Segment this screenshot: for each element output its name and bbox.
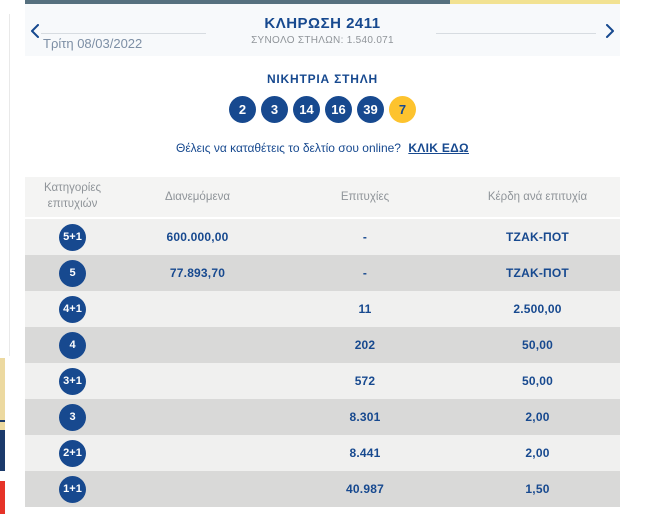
winning-numbers: 2 3 14 16 39 7 — [25, 96, 620, 123]
left-panel-divider — [9, 14, 10, 356]
winning-number-ball: 3 — [261, 96, 288, 123]
total-columns-label: ΣΥΝΟΛΟ ΣΤΗΛΩΝ: 1.540.071 — [251, 35, 394, 46]
table-row: 5+1 600.000,00 - ΤΖΑΚ-ΠΟΤ — [25, 219, 620, 255]
table-row: 2+1 8.441 2,00 — [25, 435, 620, 471]
chevron-left-icon — [31, 24, 39, 38]
left-banner-sliver-bottom — [0, 481, 5, 514]
online-cta: Θέλεις να καταθέτεις το δελτίο σου onlin… — [25, 141, 620, 155]
category-badge: 5 — [59, 259, 86, 287]
winning-number-ball: 39 — [357, 96, 384, 123]
successes-value: 11 — [358, 302, 372, 316]
successes-value: - — [362, 230, 368, 244]
table-row: 5 77.893,70 - ΤΖΑΚ-ΠΟΤ — [25, 255, 620, 291]
winnings-value: 50,00 — [521, 374, 554, 388]
winning-number-ball: 14 — [293, 96, 320, 123]
draw-date: Τρίτη 08/03/2022 — [43, 36, 143, 51]
winnings-value: 2.500,00 — [513, 302, 562, 316]
category-badge: 4 — [59, 331, 86, 359]
winnings-value: 1,50 — [525, 482, 550, 496]
joker-number-ball: 7 — [389, 96, 416, 123]
draw-results-panel: Τρίτη 08/03/2022 ΚΛΗΡΩΣΗ 2411 ΣΥΝΟΛΟ ΣΤΗ… — [25, 0, 620, 507]
draw-navigation-header: Τρίτη 08/03/2022 ΚΛΗΡΩΣΗ 2411 ΣΥΝΟΛΟ ΣΤΗ… — [25, 4, 620, 56]
header-distributed: Διανεμόμενα — [165, 191, 230, 203]
previous-draw-button[interactable] — [27, 23, 43, 39]
table-row: 4+1 11 2.500,00 — [25, 291, 620, 327]
table-row: 1+1 40.987 1,50 — [25, 471, 620, 507]
header-category: Κατηγορίες επιτυχιών — [43, 182, 102, 210]
category-badge: 5+1 — [59, 223, 86, 251]
winnings-value: ΤΖΑΚ-ΠΟΤ — [506, 230, 569, 244]
table-row: 3+1 572 50,00 — [25, 363, 620, 399]
successes-value: - — [362, 266, 368, 280]
category-badge: 3 — [59, 403, 86, 431]
table-row: 4 202 50,00 — [25, 327, 620, 363]
prev-date-divider — [41, 33, 206, 34]
top-accent-blue — [25, 0, 450, 4]
winnings-value: 2,00 — [525, 446, 550, 460]
winning-number-ball: 16 — [325, 96, 352, 123]
winnings-value: 2,00 — [525, 410, 550, 424]
header-winnings: Κέρδη ανά επιτυχία — [487, 191, 588, 203]
table-row: 3 8.301 2,00 — [25, 399, 620, 435]
category-badge: 1+1 — [59, 475, 86, 503]
category-badge: 2+1 — [59, 439, 86, 467]
chevron-right-icon — [606, 24, 614, 38]
category-badge: 4+1 — [59, 295, 86, 323]
prize-table-header: Κατηγορίες επιτυχιών Διανεμόμενα Επιτυχί… — [25, 177, 620, 217]
online-cta-text: Θέλεις να καταθέτεις το δελτίο σου onlin… — [176, 141, 401, 155]
distributed-value: 600.000,00 — [166, 230, 229, 244]
next-draw-button[interactable] — [602, 23, 618, 39]
successes-value: 8.441 — [349, 446, 381, 460]
prize-table: Κατηγορίες επιτυχιών Διανεμόμενα Επιτυχί… — [25, 177, 620, 507]
top-accent-yellow — [450, 0, 620, 4]
header-successes: Επιτυχίες — [340, 191, 390, 203]
winnings-value: ΤΖΑΚ-ΠΟΤ — [506, 266, 569, 280]
winning-number-ball: 2 — [229, 96, 256, 123]
distributed-value: 77.893,70 — [169, 266, 226, 280]
category-badge: 3+1 — [59, 367, 86, 395]
successes-value: 40.987 — [346, 482, 384, 496]
successes-value: 572 — [354, 374, 376, 388]
left-banner-sliver-top — [0, 358, 5, 430]
top-accent-bar — [25, 0, 620, 4]
successes-value: 202 — [354, 338, 376, 352]
winnings-value: 50,00 — [521, 338, 554, 352]
successes-value: 8.301 — [349, 410, 381, 424]
draw-title: ΚΛΗΡΩΣΗ 2411 — [264, 15, 381, 32]
winning-column-title: ΝΙΚΗΤΡΙΑ ΣΤΗΛΗ — [266, 72, 379, 86]
click-here-link[interactable]: ΚΛΙΚ ΕΔΩ — [408, 141, 469, 155]
left-banner-sliver-middle — [0, 430, 5, 471]
next-date-divider — [436, 33, 596, 34]
